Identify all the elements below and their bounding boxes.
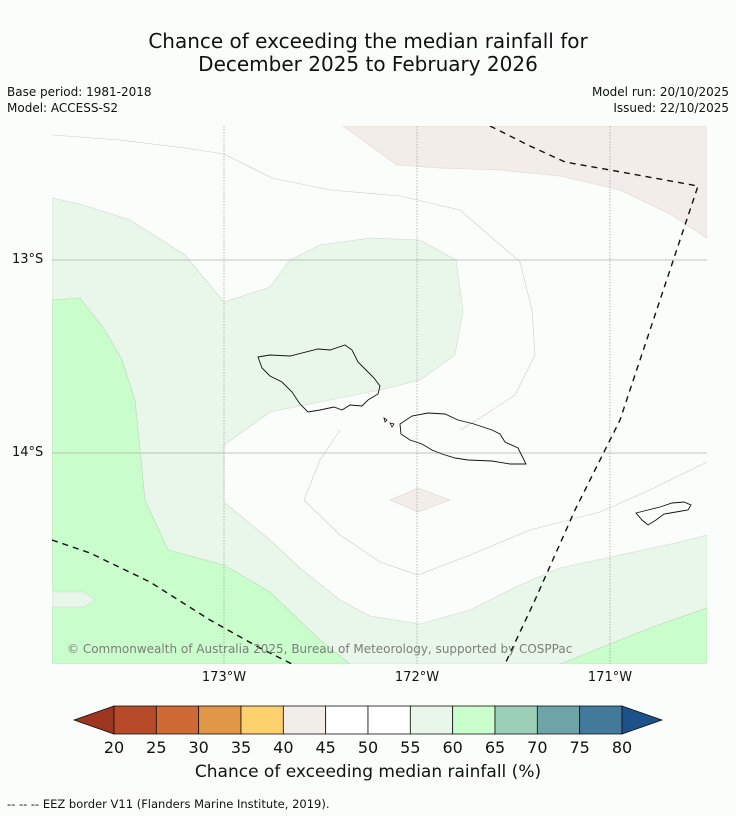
eez-footnote: -- -- -- EEZ border V11 (Flanders Marine…: [7, 797, 330, 811]
contour-line-north: [52, 134, 536, 431]
meta-left: Base period: 1981-2018 Model: ACCESS-S2: [7, 84, 152, 116]
colorbar: [72, 705, 664, 735]
contour-line-south: [303, 429, 707, 576]
lon-label-173w: 173°W: [201, 670, 247, 685]
colorbar-tick-label: 35: [230, 738, 252, 757]
lat-label-14s: 14°S: [12, 445, 44, 460]
colorbar-tick-label: 80: [611, 738, 633, 757]
colorbar-extend-low: [72, 705, 115, 735]
lat-label-13s: 13°S: [12, 252, 44, 267]
map-panel: [52, 126, 707, 664]
contour-patch-southwest: [52, 591, 96, 608]
colorbar-segment: [409, 705, 454, 735]
contour-55-60-west: [52, 197, 707, 664]
contour-40-45-central: [389, 487, 451, 513]
colorbar-tick-label: 75: [569, 738, 590, 757]
colorbar-segment: [367, 705, 411, 735]
eez-border-east: [489, 126, 699, 664]
colorbar-tick-label: 65: [484, 738, 506, 757]
colorbar-segment: [198, 705, 242, 735]
colorbar-segment: [452, 705, 496, 735]
upolu-island: [399, 412, 527, 465]
colorbar-segment: [579, 705, 623, 735]
colorbar-segment: [240, 705, 284, 735]
colorbar-tick-label: 40: [273, 738, 294, 757]
colorbar-tick-label: 30: [188, 738, 209, 757]
model-run-text: Model run: 20/10/2025: [591, 85, 729, 99]
contour-40-45-northeast: [342, 126, 707, 239]
contour-60-65-southeast: [559, 607, 707, 664]
colorbar-tick-label: 70: [527, 738, 548, 757]
colorbar-segment: [155, 705, 200, 735]
savaii-island: [257, 344, 381, 413]
tutuila-island: [635, 501, 692, 526]
apolima-islet: [389, 422, 395, 428]
colorbar-tick-label: 45: [315, 738, 336, 757]
colorbar-tick-label: 25: [146, 738, 167, 757]
colorbar-tick-label: 20: [103, 738, 125, 757]
colorbar-segment: [494, 705, 538, 735]
colorbar-segment: [536, 705, 581, 735]
lon-label-172w: 172°W: [394, 670, 440, 685]
colorbar-title: Chance of exceeding median rainfall (%): [194, 762, 542, 782]
manono-islet: [383, 417, 388, 423]
colorbar-tick-label: 55: [400, 738, 421, 757]
chart-title: Chance of exceeding the median rainfall …: [0, 30, 736, 76]
base-period-text: Base period: 1981-2018: [7, 85, 152, 99]
chart-title-line1: Chance of exceeding the median rainfall …: [148, 29, 588, 53]
colorbar-segment: [325, 705, 369, 735]
colorbar-tick-label: 50: [357, 738, 379, 757]
chart-title-line2: December 2025 to February 2026: [198, 52, 538, 76]
issued-text: Issued: 22/10/2025: [613, 101, 729, 115]
colorbar-extend-high: [621, 705, 664, 735]
eez-border-southwest: [52, 539, 294, 664]
model-text: Model: ACCESS-S2: [7, 101, 119, 115]
graticule: [52, 126, 707, 664]
colorbar-segment: [113, 705, 157, 735]
colorbar-tick-label: 60: [442, 738, 463, 757]
contour-60-65: [52, 297, 351, 664]
colorbar-segment: [282, 705, 327, 735]
meta-right: Model run: 20/10/2025 Issued: 22/10/2025: [592, 84, 729, 116]
copyright-text: © Commonwealth of Australia 2025, Bureau…: [67, 642, 573, 656]
lon-label-171w: 171°W: [587, 670, 633, 685]
